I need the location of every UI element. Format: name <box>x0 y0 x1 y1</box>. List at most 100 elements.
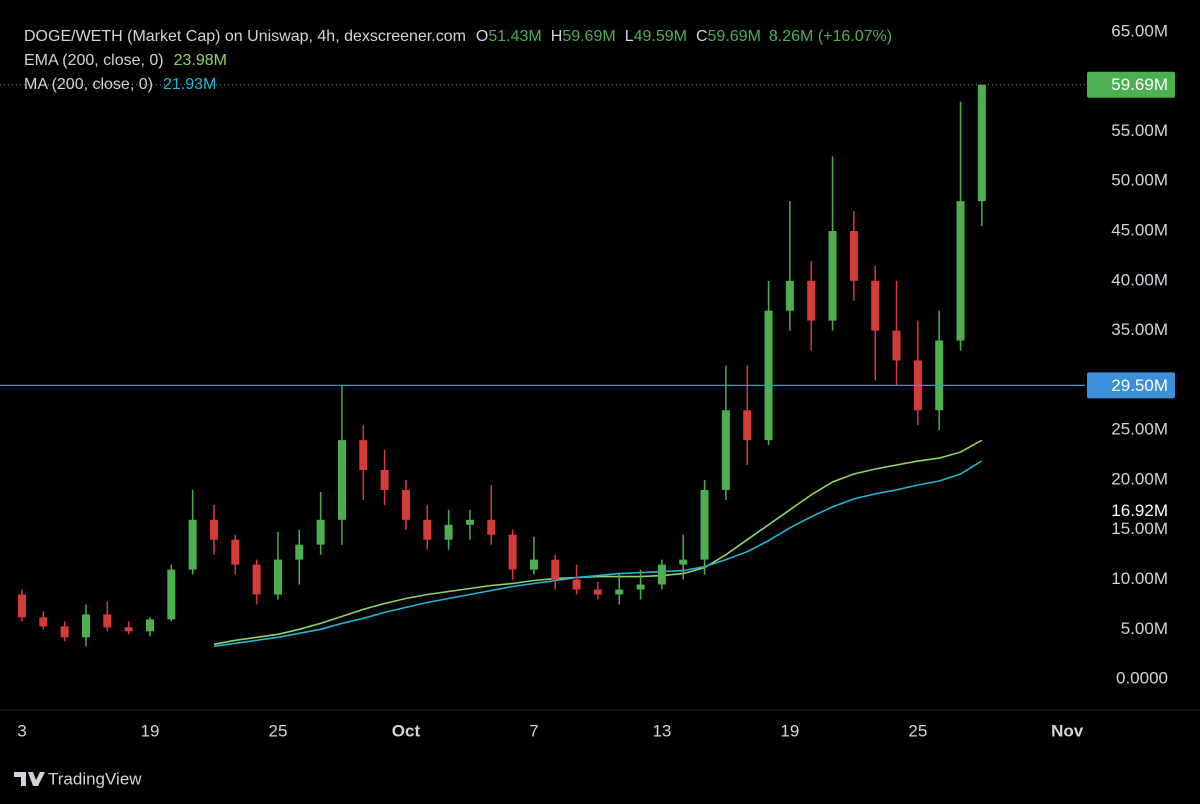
candle-body <box>615 589 624 595</box>
y-tick-label: 15.00M <box>1111 519 1168 538</box>
candle-body <box>209 519 218 540</box>
candle-body <box>337 440 346 520</box>
indicator-value: 21.93M <box>163 76 216 93</box>
candle-body <box>39 617 48 627</box>
x-tick-label: 3 <box>17 721 26 740</box>
candle-body <box>401 489 410 520</box>
candle-body <box>764 310 773 441</box>
y-tick-label: 20.00M <box>1111 469 1168 488</box>
candle-body <box>81 614 90 638</box>
ohlc-value: 51.43M <box>488 28 541 45</box>
brand-text: TradingView <box>48 769 142 788</box>
x-tick-label: Nov <box>1051 721 1084 740</box>
ohlc-value: 49.59M <box>634 28 687 45</box>
candle-body <box>849 231 858 281</box>
y-tick-label: 50.00M <box>1111 171 1168 190</box>
legend: DOGE/WETH (Market Cap) on Uniswap, 4h, d… <box>24 28 892 93</box>
candle-body <box>124 627 133 632</box>
plot-area <box>0 84 1085 648</box>
candle-body <box>316 519 325 545</box>
y-tick-label: 25.00M <box>1111 420 1168 439</box>
candle-body <box>657 564 666 585</box>
candle-body <box>956 201 965 341</box>
candle-body <box>103 614 112 628</box>
price-label-box <box>1087 372 1175 399</box>
y-tick-label: 35.00M <box>1111 320 1168 339</box>
y-tick-label: 5.00M <box>1121 619 1168 638</box>
ohlc-value: 59.69M <box>708 28 761 45</box>
x-tick-label: 25 <box>268 721 287 740</box>
ohlc-name: O <box>476 28 488 45</box>
candle-body <box>60 626 69 638</box>
x-tick-label: 19 <box>780 721 799 740</box>
ma-line <box>213 460 983 648</box>
crosshair-label-box <box>1087 498 1175 523</box>
x-tick-label: 25 <box>908 721 927 740</box>
ohlc-value: 59.69M <box>562 28 615 45</box>
y-tick-label: 45.00M <box>1111 221 1168 240</box>
header-line: DOGE/WETH (Market Cap) on Uniswap, 4h, d… <box>24 28 892 45</box>
candle-body <box>273 559 282 595</box>
candle-body <box>807 280 816 321</box>
candle-body <box>465 519 474 525</box>
candle-body <box>977 84 986 202</box>
x-tick-label: 13 <box>652 721 671 740</box>
candle-body <box>785 280 794 311</box>
ohlc-name: L <box>625 28 634 45</box>
branding: TradingView <box>14 769 142 788</box>
candle-body <box>871 280 880 331</box>
candle-body <box>593 589 602 595</box>
indicator-legend: EMA (200, close, 0) 23.98M <box>24 52 227 69</box>
candle-body <box>423 519 432 540</box>
y-tick-label: 55.00M <box>1111 121 1168 140</box>
candle-body <box>487 519 496 535</box>
candle-body <box>295 544 304 560</box>
candle-body <box>444 524 453 540</box>
candle-body <box>679 559 688 565</box>
indicator-name: MA (200, close, 0) <box>24 76 153 93</box>
crosshair-label: 16.92M <box>1111 501 1168 520</box>
candle-body <box>700 489 709 560</box>
candle-body <box>529 559 538 570</box>
candle-body <box>145 619 154 632</box>
indicator-name: EMA (200, close, 0) <box>24 52 164 69</box>
indicator-value: 23.98M <box>174 52 227 69</box>
y-tick-label: 10.00M <box>1111 569 1168 588</box>
candle-body <box>188 519 197 570</box>
x-tick-label: 19 <box>141 721 160 740</box>
header-title: DOGE/WETH (Market Cap) on Uniswap, 4h, d… <box>24 28 466 45</box>
candle-body <box>380 470 389 490</box>
logo <box>14 772 45 786</box>
ohlc-name: C <box>696 28 708 45</box>
candle-body <box>18 594 26 618</box>
candle-body <box>252 564 261 595</box>
price-label-box <box>1087 71 1175 98</box>
candle-body <box>551 559 560 580</box>
ohlc-name: H <box>551 28 563 45</box>
candle-body <box>572 579 581 590</box>
candle-body <box>359 440 368 471</box>
candle-body <box>636 584 645 590</box>
x-tick-label: Oct <box>392 721 421 740</box>
change-value: 8.26M (+16.07%) <box>769 28 892 45</box>
y-tick-label: 40.00M <box>1111 270 1168 289</box>
candle-body <box>167 569 176 620</box>
x-tick-label: 7 <box>529 721 538 740</box>
candle-body <box>743 410 752 441</box>
axes-layer: 0.00005.00M10.00M15.00M20.00M25.00M30.00… <box>17 21 1175 740</box>
candle-body <box>508 534 517 570</box>
price-label: 29.50M <box>1111 376 1168 395</box>
candle-body <box>935 340 944 411</box>
candle-body <box>892 330 901 361</box>
ma-line <box>213 439 983 646</box>
y-tick-label: 65.00M <box>1111 21 1168 40</box>
candle-body <box>828 231 837 321</box>
candle-body <box>721 410 730 490</box>
candle-body <box>231 539 240 565</box>
price-label: 59.69M <box>1111 75 1168 94</box>
indicator-legend: MA (200, close, 0) 21.93M <box>24 76 216 93</box>
y-tick-label: 0.0000 <box>1116 669 1168 688</box>
